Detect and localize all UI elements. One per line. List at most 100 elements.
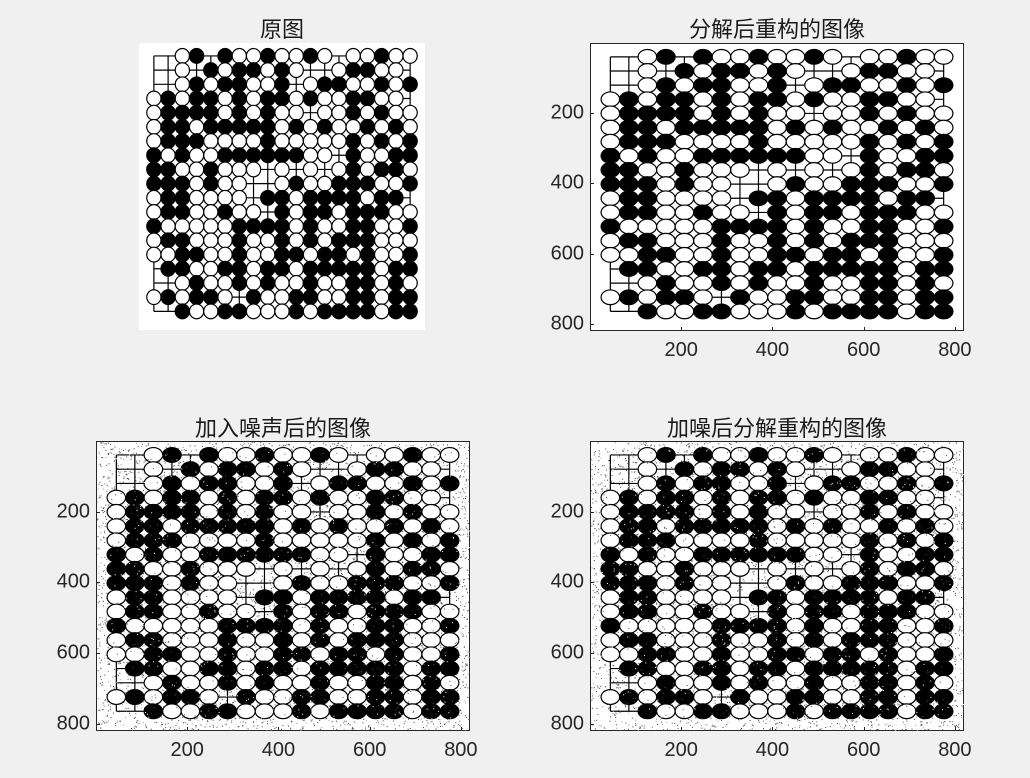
white-stone <box>730 204 750 221</box>
white-stone <box>260 246 276 263</box>
black-stone <box>260 90 276 107</box>
black-stone <box>619 232 639 249</box>
black-stone <box>637 603 658 620</box>
white-stone <box>767 689 787 706</box>
white-stone <box>767 289 787 306</box>
black-stone <box>331 232 347 249</box>
black-stone <box>384 461 404 478</box>
white-stone <box>310 703 330 720</box>
white-stone <box>600 518 621 535</box>
white-stone <box>896 461 917 478</box>
black-stone <box>203 90 219 107</box>
black-stone <box>125 660 145 677</box>
black-stone <box>384 646 404 663</box>
black-stone <box>748 190 769 207</box>
white-stone <box>711 133 732 150</box>
black-stone <box>767 204 787 221</box>
black-stone <box>302 218 319 235</box>
black-stone <box>915 518 935 535</box>
black-stone <box>402 303 418 320</box>
black-stone <box>656 105 676 122</box>
white-stone <box>245 104 262 121</box>
black-stone <box>859 162 880 178</box>
black-stone <box>859 105 880 122</box>
black-stone <box>384 518 404 535</box>
white-stone <box>859 119 880 136</box>
white-stone <box>637 77 658 94</box>
black-stone <box>373 189 390 206</box>
white-stone <box>711 190 732 207</box>
white-stone <box>260 303 276 320</box>
white-stone <box>359 133 376 150</box>
black-stone <box>748 518 769 535</box>
white-stone <box>656 617 676 634</box>
black-stone <box>174 147 191 164</box>
black-stone <box>896 190 917 207</box>
ytick-label: 800 <box>550 712 584 735</box>
black-stone <box>402 560 423 577</box>
white-stone <box>748 63 769 79</box>
black-stone <box>291 518 312 535</box>
white-stone <box>674 532 695 549</box>
black-stone <box>804 289 824 306</box>
black-stone <box>274 232 290 249</box>
xtick-mark <box>187 727 189 731</box>
black-stone <box>125 560 145 577</box>
black-stone <box>331 260 347 277</box>
black-stone <box>347 660 367 677</box>
white-stone <box>347 489 367 506</box>
black-stone <box>328 589 349 606</box>
white-stone <box>384 503 404 520</box>
ytick-label: 800 <box>550 312 584 335</box>
white-stone <box>878 147 898 164</box>
black-stone <box>359 289 376 306</box>
black-stone <box>637 105 658 122</box>
black-stone <box>748 532 769 549</box>
white-stone <box>236 703 256 720</box>
ytick-label: 800 <box>56 712 90 735</box>
black-stone <box>143 660 164 677</box>
black-stone <box>359 175 376 192</box>
black-stone <box>637 147 658 164</box>
black-stone <box>822 204 843 221</box>
black-stone <box>915 303 935 320</box>
black-stone <box>347 575 367 592</box>
black-stone <box>384 489 404 506</box>
white-stone <box>288 90 304 107</box>
black-stone <box>767 489 787 506</box>
white-stone <box>748 632 769 649</box>
black-stone <box>859 575 880 592</box>
black-stone <box>933 546 954 563</box>
black-stone <box>402 76 418 93</box>
xtick-label: 400 <box>261 739 296 761</box>
white-stone <box>748 475 769 492</box>
white-stone <box>822 147 843 164</box>
white-stone <box>730 475 750 492</box>
white-stone <box>730 446 750 463</box>
white-stone <box>288 104 304 121</box>
black-stone <box>674 560 695 577</box>
white-stone <box>933 232 954 249</box>
white-stone <box>106 689 127 706</box>
white-stone <box>310 646 330 663</box>
white-stone <box>180 646 201 663</box>
black-stone <box>254 532 275 549</box>
white-stone <box>188 232 205 249</box>
black-stone <box>345 260 361 277</box>
black-stone <box>785 119 806 136</box>
white-stone <box>174 90 191 107</box>
black-stone <box>365 689 386 706</box>
white-stone <box>180 603 201 620</box>
white-stone <box>878 475 898 492</box>
white-stone <box>291 446 312 463</box>
black-stone <box>316 260 333 277</box>
white-stone <box>421 603 441 620</box>
black-stone <box>162 646 182 663</box>
black-stone <box>402 475 423 492</box>
black-stone <box>785 546 806 563</box>
black-stone <box>933 303 954 320</box>
black-stone <box>896 603 917 620</box>
black-stone <box>915 119 935 136</box>
white-stone <box>188 260 205 277</box>
white-stone <box>328 532 349 549</box>
